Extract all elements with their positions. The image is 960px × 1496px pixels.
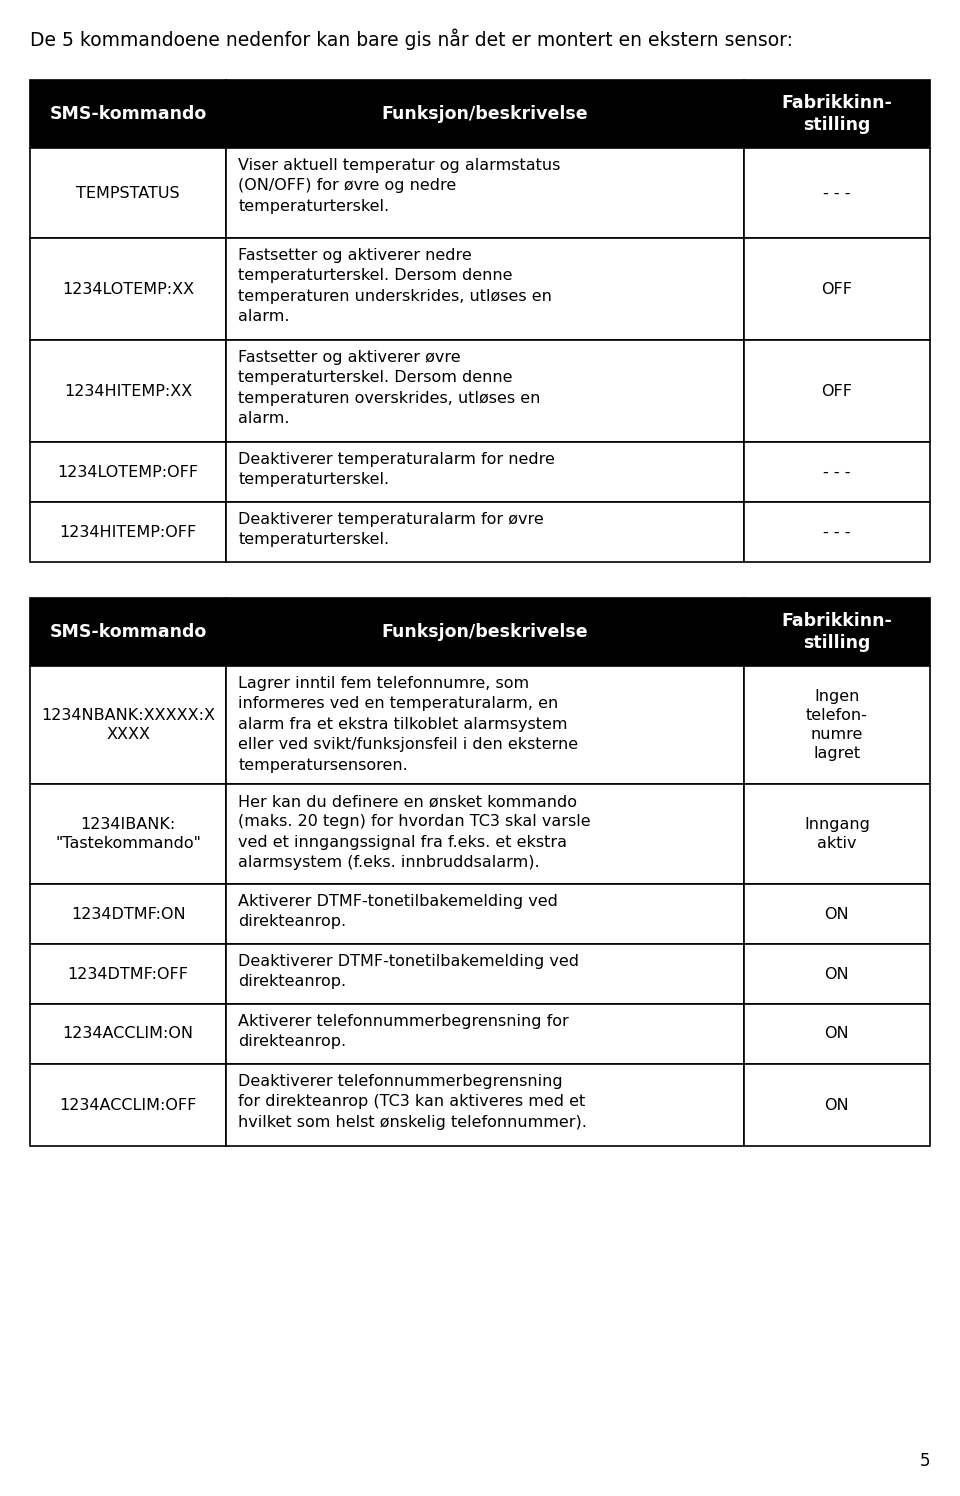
Text: OFF: OFF xyxy=(822,383,852,398)
Bar xyxy=(30,238,227,340)
Text: Viser aktuell temperatur og alarmstatus
(ON/OFF) for øvre og nedre
temperaturter: Viser aktuell temperatur og alarmstatus … xyxy=(238,159,561,214)
Bar xyxy=(744,598,930,666)
Bar xyxy=(30,944,227,1004)
Bar xyxy=(30,340,227,441)
Bar xyxy=(227,1064,744,1146)
Text: 1234DTMF:OFF: 1234DTMF:OFF xyxy=(67,966,188,981)
Bar xyxy=(30,784,227,884)
Bar xyxy=(744,441,930,503)
Text: Aktiverer telefonnummerbegrensning for
direkteanrop.: Aktiverer telefonnummerbegrensning for d… xyxy=(238,1014,569,1049)
Text: Fastsetter og aktiverer øvre
temperaturterskel. Dersom denne
temperaturen oversk: Fastsetter og aktiverer øvre temperaturt… xyxy=(238,350,540,426)
Text: 5: 5 xyxy=(920,1453,930,1471)
Bar xyxy=(30,148,227,238)
Text: OFF: OFF xyxy=(822,281,852,296)
Bar xyxy=(227,784,744,884)
Bar xyxy=(30,441,227,503)
Text: ON: ON xyxy=(825,907,850,922)
Text: SMS-kommando: SMS-kommando xyxy=(50,622,206,640)
Bar xyxy=(744,1004,930,1064)
Text: Deaktiverer temperaturalarm for nedre
temperaturterskel.: Deaktiverer temperaturalarm for nedre te… xyxy=(238,452,555,488)
Text: Ingen
telefon-
numre
lagret: Ingen telefon- numre lagret xyxy=(805,688,868,761)
Text: 1234HITEMP:OFF: 1234HITEMP:OFF xyxy=(60,525,197,540)
Bar xyxy=(227,598,744,666)
Bar xyxy=(30,79,227,148)
Text: Inngang
aktiv: Inngang aktiv xyxy=(804,817,870,851)
Bar xyxy=(744,784,930,884)
Text: Fabrikkinn-
stilling: Fabrikkinn- stilling xyxy=(781,612,892,652)
Bar xyxy=(744,148,930,238)
Text: Funksjon/beskrivelse: Funksjon/beskrivelse xyxy=(382,622,588,640)
Text: Deaktiverer DTMF-tonetilbakemelding ved
direkteanrop.: Deaktiverer DTMF-tonetilbakemelding ved … xyxy=(238,954,579,989)
Text: ON: ON xyxy=(825,1026,850,1041)
Bar xyxy=(744,503,930,562)
Text: 1234HITEMP:XX: 1234HITEMP:XX xyxy=(64,383,192,398)
Bar xyxy=(744,238,930,340)
Text: 1234ACCLIM:OFF: 1234ACCLIM:OFF xyxy=(60,1098,197,1113)
Bar xyxy=(744,79,930,148)
Bar xyxy=(744,666,930,784)
Bar xyxy=(227,884,744,944)
Bar xyxy=(30,503,227,562)
Text: TEMPSTATUS: TEMPSTATUS xyxy=(76,186,180,200)
Text: ON: ON xyxy=(825,966,850,981)
Bar xyxy=(744,1064,930,1146)
Text: 1234IBANK:
"Tastekommando": 1234IBANK: "Tastekommando" xyxy=(55,817,201,851)
Bar xyxy=(30,1064,227,1146)
Text: Aktiverer DTMF-tonetilbakemelding ved
direkteanrop.: Aktiverer DTMF-tonetilbakemelding ved di… xyxy=(238,895,558,929)
Bar xyxy=(227,503,744,562)
Text: Deaktiverer telefonnummerbegrensning
for direkteanrop (TC3 kan aktiveres med et
: Deaktiverer telefonnummerbegrensning for… xyxy=(238,1074,588,1129)
Bar xyxy=(744,340,930,441)
Text: Funksjon/beskrivelse: Funksjon/beskrivelse xyxy=(382,105,588,123)
Bar xyxy=(227,1004,744,1064)
Bar xyxy=(227,666,744,784)
Bar xyxy=(227,79,744,148)
Bar xyxy=(227,340,744,441)
Bar xyxy=(227,441,744,503)
Bar xyxy=(30,598,227,666)
Text: 1234LOTEMP:XX: 1234LOTEMP:XX xyxy=(62,281,194,296)
Text: 1234NBANK:XXXXX:X
XXXX: 1234NBANK:XXXXX:X XXXX xyxy=(41,708,215,742)
Text: - - -: - - - xyxy=(823,464,851,480)
Text: Deaktiverer temperaturalarm for øvre
temperaturterskel.: Deaktiverer temperaturalarm for øvre tem… xyxy=(238,512,544,548)
Text: Fastsetter og aktiverer nedre
temperaturterskel. Dersom denne
temperaturen under: Fastsetter og aktiverer nedre temperatur… xyxy=(238,248,552,325)
Text: ON: ON xyxy=(825,1098,850,1113)
Bar xyxy=(744,944,930,1004)
Text: Her kan du definere en ønsket kommando
(maks. 20 tegn) for hvordan TC3 skal vars: Her kan du definere en ønsket kommando (… xyxy=(238,794,590,871)
Bar xyxy=(227,238,744,340)
Bar xyxy=(30,1004,227,1064)
Bar xyxy=(30,666,227,784)
Text: 1234ACCLIM:ON: 1234ACCLIM:ON xyxy=(62,1026,194,1041)
Text: SMS-kommando: SMS-kommando xyxy=(50,105,206,123)
Text: Lagrer inntil fem telefonnumre, som
informeres ved en temperaturalarm, en
alarm : Lagrer inntil fem telefonnumre, som info… xyxy=(238,676,578,772)
Text: 1234LOTEMP:OFF: 1234LOTEMP:OFF xyxy=(58,464,199,480)
Text: De 5 kommandoene nedenfor kan bare gis når det er montert en ekstern sensor:: De 5 kommandoene nedenfor kan bare gis n… xyxy=(30,28,793,49)
Bar xyxy=(227,944,744,1004)
Text: Fabrikkinn-
stilling: Fabrikkinn- stilling xyxy=(781,94,892,135)
Bar xyxy=(744,884,930,944)
Text: 1234DTMF:ON: 1234DTMF:ON xyxy=(71,907,185,922)
Text: - - -: - - - xyxy=(823,525,851,540)
Bar xyxy=(227,148,744,238)
Bar xyxy=(30,884,227,944)
Text: - - -: - - - xyxy=(823,186,851,200)
